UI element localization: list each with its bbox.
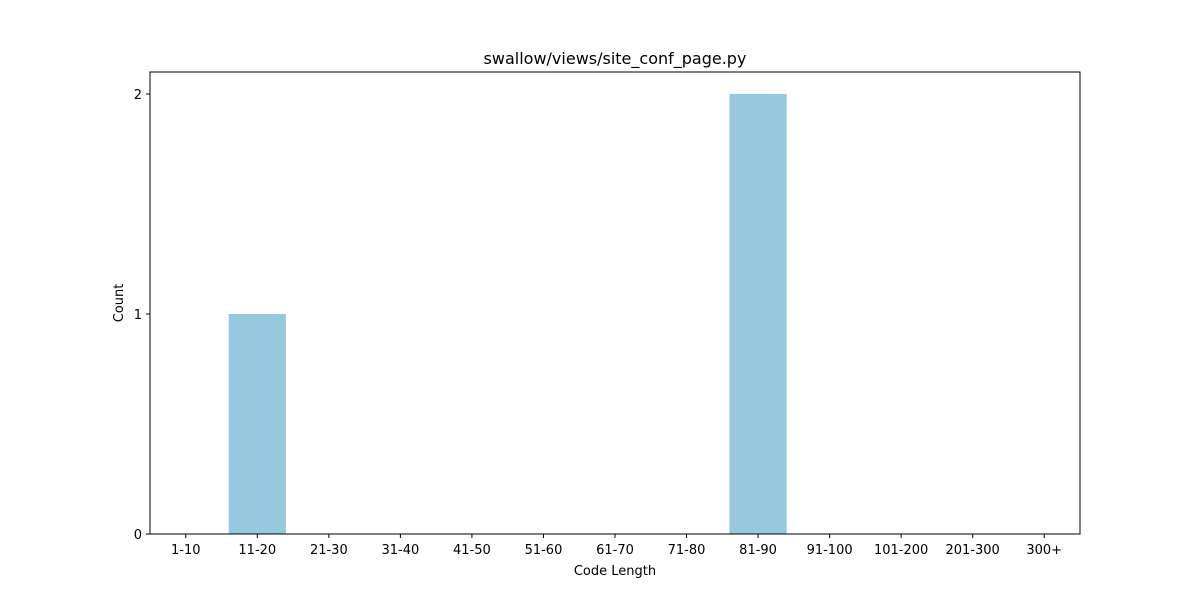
x-ticks-layer: 1-10 11-20 21-30 31-40 41-50 51-60 61-70 71-80 8… [171, 534, 1062, 558]
x-tick-label: 71-80 [668, 543, 706, 558]
bar-11-20 [228, 314, 286, 534]
bar-81-90 [729, 94, 787, 534]
plot-frame [149, 71, 1081, 535]
y-axis-label: Count [112, 284, 127, 323]
x-tick-label: 201-300 [946, 543, 1000, 558]
x-tick-label: 11-20 [238, 543, 276, 558]
y-ticks-layer: 0 1 2 [134, 88, 150, 543]
axes-layer [149, 71, 1081, 535]
x-tick-label: 101-200 [874, 543, 928, 558]
x-tick-label: 81-90 [739, 543, 777, 558]
x-tick-label: 300+ [1026, 543, 1062, 558]
y-tick-label: 2 [134, 88, 142, 103]
y-tick-label: 1 [134, 308, 142, 323]
x-tick-label: 51-60 [525, 543, 563, 558]
x-tick-label: 1-10 [171, 543, 201, 558]
x-tick-label: 91-100 [807, 543, 853, 558]
x-tick-label: 61-70 [596, 543, 634, 558]
y-tick-label: 0 [134, 528, 142, 543]
bars-layer [228, 94, 787, 534]
x-axis-label: Code Length [574, 564, 656, 579]
x-tick-label: 41-50 [453, 543, 491, 558]
x-tick-label: 21-30 [310, 543, 348, 558]
x-tick-label: 31-40 [381, 543, 419, 558]
chart-title: swallow/views/site_conf_page.py [484, 49, 747, 69]
